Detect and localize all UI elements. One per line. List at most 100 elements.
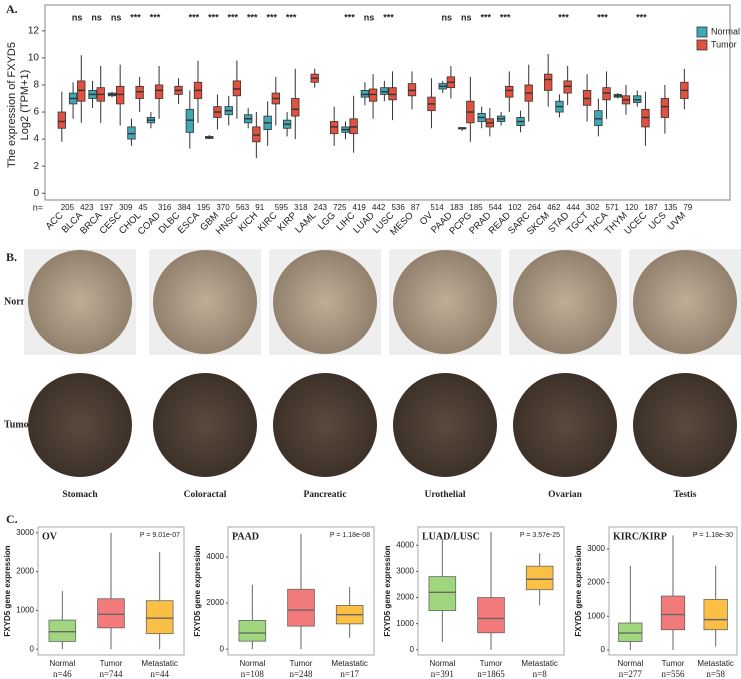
x-tick-label: HNSC <box>214 210 241 237</box>
n-label: n=8 <box>533 669 548 679</box>
n-label: n=44 <box>150 669 169 679</box>
plot-title: PAAD <box>232 531 259 542</box>
significance: *** <box>247 12 258 22</box>
n-label: n=248 <box>289 669 313 679</box>
row-label: Normal <box>4 296 37 307</box>
box <box>57 111 66 129</box>
n-count: 45 <box>139 203 148 212</box>
p-value: P = 1.18e-08 <box>330 532 370 539</box>
row-label: Tumor <box>4 419 34 430</box>
y-tick-label: 4000 <box>396 540 414 549</box>
n-count: 563 <box>236 203 250 212</box>
n-count: 302 <box>586 203 600 212</box>
box <box>660 98 670 118</box>
significance: *** <box>286 12 297 22</box>
n-count: 419 <box>353 203 367 212</box>
x-tick-label: Tumor <box>290 659 313 668</box>
n-count: 197 <box>100 203 114 212</box>
n-count: 571 <box>605 203 619 212</box>
n-label: n=277 <box>619 669 643 679</box>
n-count: 444 <box>567 203 581 212</box>
plot-frame <box>44 4 731 201</box>
box <box>544 73 553 91</box>
box <box>97 598 125 629</box>
y-tick-label: 1000 <box>16 606 34 615</box>
tissue-image <box>28 250 132 354</box>
legend-label: Tumor <box>711 39 737 49</box>
plot-frame <box>37 526 185 656</box>
y-axis-title: Log2 (TPM+1) <box>19 70 31 141</box>
n-count: 316 <box>158 203 172 212</box>
box <box>477 597 505 634</box>
n-label: n=108 <box>241 669 265 679</box>
n-count: 442 <box>372 203 386 212</box>
significance: *** <box>597 12 608 22</box>
n-count: 264 <box>528 203 542 212</box>
tissue-image <box>273 373 377 477</box>
x-tick-label: ESCA <box>176 210 203 237</box>
x-tick-label: COAD <box>136 210 163 237</box>
significance: *** <box>480 12 491 22</box>
x-tick-label: Normal <box>49 659 75 668</box>
y-tick-label: 10 <box>28 53 40 64</box>
tissue-image <box>393 373 497 477</box>
x-tick-label: UCS <box>647 210 669 232</box>
tissue-image <box>28 373 132 477</box>
y-axis-title: FXYD5 gene expression <box>383 545 392 636</box>
y-tick-label: 3000 <box>16 528 34 537</box>
n-label: n=46 <box>53 669 72 679</box>
y-axis-title: FXYD5 gene expression <box>574 545 583 636</box>
box <box>660 595 686 631</box>
n-count: 318 <box>294 203 308 212</box>
y-tick-label: 0 <box>30 644 35 653</box>
significance: *** <box>500 12 511 22</box>
y-tick-label: 2000 <box>587 578 605 587</box>
n-count: 102 <box>508 203 522 212</box>
significance: *** <box>150 12 161 22</box>
p-value: P = 9.01e-07 <box>140 532 180 539</box>
significance: ns <box>91 12 102 22</box>
y-tick-label: 8 <box>33 80 39 91</box>
plot-frame <box>608 526 738 656</box>
tissue-image <box>153 250 257 354</box>
n-count: 205 <box>61 203 75 212</box>
n-count: 187 <box>644 203 658 212</box>
n-count: 423 <box>80 203 94 212</box>
x-tick-label: KICH <box>236 210 260 234</box>
significance: *** <box>189 12 200 22</box>
significance: ns <box>72 12 83 22</box>
y-axis-title: The expression of FXYD5 <box>6 42 18 168</box>
box <box>291 98 300 117</box>
y-tick-label: 2000 <box>206 598 224 607</box>
y-tick-label: 0 <box>33 188 39 199</box>
n-label: n=58 <box>706 669 725 679</box>
n-count: 183 <box>450 203 464 212</box>
significance: ns <box>111 12 122 22</box>
y-tick-label: 1000 <box>396 619 414 628</box>
p-value: P = 1.18e-30 <box>693 532 733 539</box>
box <box>618 622 643 642</box>
plot-frame <box>417 526 565 656</box>
significance: *** <box>558 12 569 22</box>
n-count: 243 <box>314 203 328 212</box>
n-label: n=391 <box>431 669 454 679</box>
n-count: 87 <box>411 203 420 212</box>
x-tick-label: Metastatic <box>521 659 557 668</box>
significance: ns <box>364 12 375 22</box>
tissue-image <box>513 373 617 477</box>
n-label: n=556 <box>661 669 685 679</box>
x-tick-label: Metastatic <box>331 659 367 668</box>
x-tick-label: Tumor <box>480 659 503 668</box>
plot-frame <box>227 526 375 656</box>
tissue-image <box>393 250 497 354</box>
column-label: Stomach <box>62 490 98 500</box>
y-tick-label: 2000 <box>396 593 414 602</box>
y-tick-label: 2 <box>33 161 39 172</box>
box <box>525 565 554 591</box>
significance: ns <box>461 12 472 22</box>
n-count: 195 <box>197 203 211 212</box>
column-label: Urothelial <box>425 490 466 500</box>
significance: ns <box>442 12 453 22</box>
x-tick-label: Metastatic <box>141 659 177 668</box>
